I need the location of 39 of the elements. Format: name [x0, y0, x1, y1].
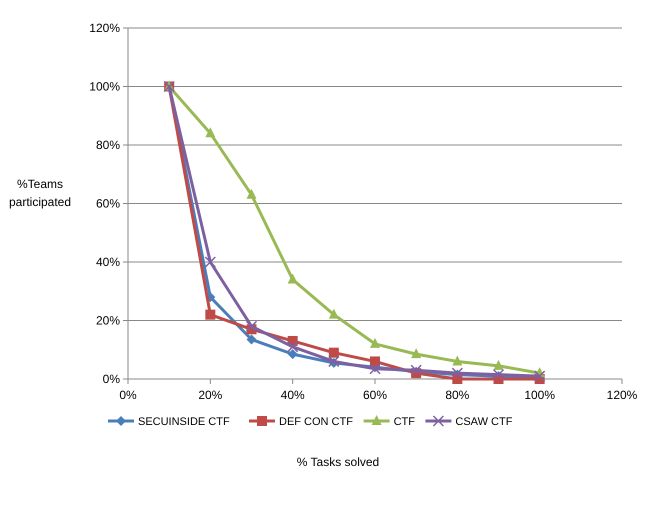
- y-axis-title: %Teams participated: [8, 177, 72, 209]
- point: [328, 308, 339, 319]
- x-tick-label: 40%: [280, 388, 305, 402]
- point: [410, 364, 422, 376]
- point: [452, 355, 462, 366]
- y-tick-label: 40%: [96, 255, 120, 270]
- point: [246, 334, 256, 345]
- y-tick-label: 80%: [96, 138, 120, 152]
- point: [288, 274, 298, 284]
- x-tick-label: 100%: [524, 388, 556, 402]
- x-tick-label: 20%: [198, 388, 223, 402]
- point: [286, 341, 298, 353]
- x-tick-label: 120%: [606, 388, 638, 402]
- y-tick-label: 20%: [96, 314, 120, 328]
- point: [288, 349, 298, 360]
- legend-label: CSAW CTF: [455, 416, 513, 428]
- y-tick-label: 120%: [89, 21, 120, 36]
- x-tick-label: 60%: [362, 388, 388, 402]
- point: [492, 368, 504, 380]
- x-tick-label: 0%: [119, 388, 137, 402]
- legend-label: SECUINSIDE CTF: [138, 416, 230, 428]
- point: [205, 127, 216, 138]
- legend-label: DEF CON CTF: [279, 416, 354, 428]
- point: [452, 367, 464, 379]
- point: [328, 348, 339, 358]
- point: [370, 338, 380, 348]
- point: [205, 310, 216, 320]
- point: [494, 360, 504, 370]
- x-axis-title: % Tasks solved: [296, 455, 380, 469]
- point: [246, 188, 256, 199]
- y-tick-label: 60%: [96, 196, 120, 211]
- point: [411, 348, 422, 358]
- y-tick-label: 0%: [102, 372, 120, 386]
- legend-label: CTF: [394, 416, 416, 428]
- y-tick-label: 100%: [89, 80, 120, 94]
- point: [534, 370, 546, 382]
- point: [204, 256, 216, 268]
- point: [246, 320, 258, 332]
- x-tick-label: 80%: [445, 388, 470, 402]
